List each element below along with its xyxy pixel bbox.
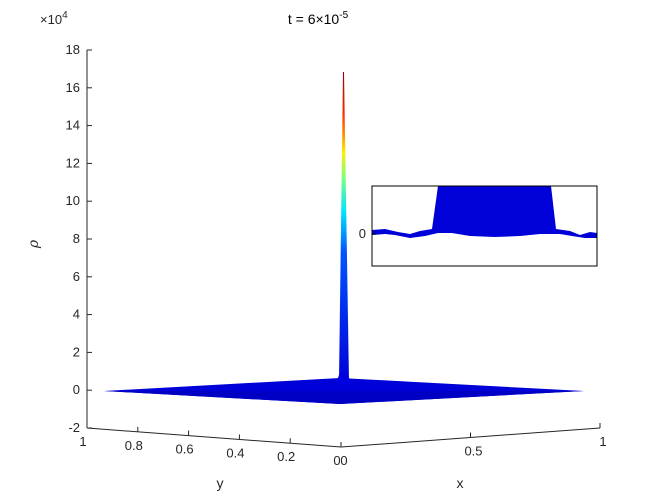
x-tick-label: 0 — [340, 453, 347, 468]
z-tick-label: 16 — [66, 80, 80, 95]
x-tick-label: 0.5 — [464, 444, 482, 459]
y-tick-label: 0.8 — [125, 438, 143, 453]
z-tick-label: 18 — [66, 42, 80, 57]
z-tick-label: 0 — [73, 382, 80, 397]
xy-ticks: 1 0.8 0.6 0.4 0.2 0 0 0.5 1 — [79, 423, 607, 468]
surface-spike — [339, 72, 349, 382]
z-ticks: -2 0 2 4 6 8 10 12 14 16 18 — [66, 42, 92, 435]
z-tick-label: 6 — [73, 269, 80, 284]
inset-tick-label: 0 — [359, 226, 366, 241]
z-tick-label: 14 — [66, 118, 80, 133]
chart-title: t = 6×10-5 — [288, 10, 349, 27]
y-axis-label: y — [217, 475, 224, 491]
z-tick-label: 2 — [73, 344, 80, 359]
inset-frame — [371, 185, 598, 267]
surface-sheet-front — [104, 391, 584, 404]
z-tick-label: 4 — [73, 307, 80, 322]
z-tick-label: 10 — [66, 193, 80, 208]
y-tick-label: 1 — [79, 434, 86, 449]
z-tick-label: 8 — [73, 231, 80, 246]
x-tick-label: 1 — [599, 434, 606, 449]
y-tick-label: 0 — [333, 453, 340, 468]
z-axis-label: ρ — [26, 239, 42, 249]
z-multiplier: ×104 — [40, 10, 68, 27]
z-tick-label: -2 — [68, 420, 80, 435]
y-tick-label: 0.6 — [176, 442, 194, 457]
spike-base — [336, 372, 352, 384]
y-tick-label: 0.4 — [226, 445, 244, 460]
inset-surface — [372, 186, 597, 238]
x-axis-label: x — [457, 475, 464, 491]
inset-zoom: 0 — [359, 185, 598, 267]
z-tick-label: 12 — [66, 155, 80, 170]
y-tick-label: 0.2 — [277, 449, 295, 464]
y-axis-line — [86, 427, 342, 448]
